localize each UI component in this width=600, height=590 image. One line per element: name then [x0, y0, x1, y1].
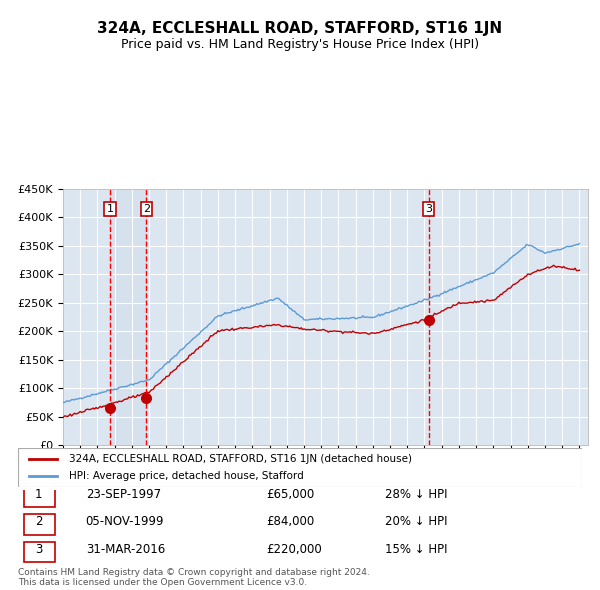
Text: 324A, ECCLESHALL ROAD, STAFFORD, ST16 1JN (detached house): 324A, ECCLESHALL ROAD, STAFFORD, ST16 1J…	[69, 454, 412, 464]
FancyBboxPatch shape	[18, 448, 582, 487]
Text: £84,000: £84,000	[266, 515, 314, 528]
Text: 1: 1	[35, 488, 43, 501]
Text: 31-MAR-2016: 31-MAR-2016	[86, 543, 165, 556]
Text: 15% ↓ HPI: 15% ↓ HPI	[385, 543, 447, 556]
Text: 3: 3	[35, 543, 43, 556]
Text: 3: 3	[425, 204, 432, 214]
Text: 05-NOV-1999: 05-NOV-1999	[86, 515, 164, 528]
Text: 20% ↓ HPI: 20% ↓ HPI	[385, 515, 447, 528]
Text: £220,000: £220,000	[266, 543, 322, 556]
Text: 324A, ECCLESHALL ROAD, STAFFORD, ST16 1JN: 324A, ECCLESHALL ROAD, STAFFORD, ST16 1J…	[97, 21, 503, 35]
Text: £65,000: £65,000	[266, 488, 314, 501]
Text: HPI: Average price, detached house, Stafford: HPI: Average price, detached house, Staf…	[69, 471, 304, 481]
Text: 23-SEP-1997: 23-SEP-1997	[86, 488, 161, 501]
FancyBboxPatch shape	[23, 487, 55, 507]
FancyBboxPatch shape	[23, 542, 55, 562]
FancyBboxPatch shape	[23, 514, 55, 535]
Text: Price paid vs. HM Land Registry's House Price Index (HPI): Price paid vs. HM Land Registry's House …	[121, 38, 479, 51]
Text: 2: 2	[143, 204, 150, 214]
Text: 1: 1	[106, 204, 113, 214]
Text: Contains HM Land Registry data © Crown copyright and database right 2024.
This d: Contains HM Land Registry data © Crown c…	[18, 568, 370, 587]
Bar	[110, 189, 146, 445]
Text: 2: 2	[35, 515, 43, 528]
Text: 28% ↓ HPI: 28% ↓ HPI	[385, 488, 447, 501]
